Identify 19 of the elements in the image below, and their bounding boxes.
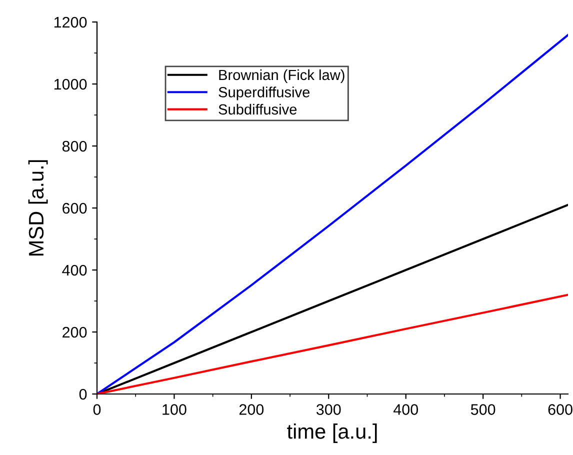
y-tick-label: 200 [62, 326, 87, 338]
legend-label: Superdiffusive [218, 86, 310, 100]
x-tick-label: 500 [470, 404, 496, 415]
x-tick-label: 400 [393, 404, 418, 415]
legend-label: Subdiffusive [218, 104, 297, 115]
x-tick-label: 300 [316, 404, 341, 415]
x-tick-label: 200 [239, 404, 264, 415]
y-tick-label: 600 [62, 202, 87, 214]
x-tick-label: 0 [93, 404, 101, 415]
y-tick-label: 1200 [54, 16, 87, 28]
y-tick-label: 800 [62, 140, 87, 152]
y-tick-label: 0 [79, 388, 87, 400]
y-axis-title: MSD [a.u.] [28, 160, 48, 256]
legend-label: Brownian (Fick law) [219, 69, 344, 83]
x-tick-label: 600 [548, 404, 572, 415]
x-axis-title: time [a.u.] [287, 424, 377, 443]
y-tick-label: 400 [62, 264, 87, 276]
x-tick-label: 100 [162, 404, 186, 415]
y-tick-label: 1000 [54, 78, 87, 90]
